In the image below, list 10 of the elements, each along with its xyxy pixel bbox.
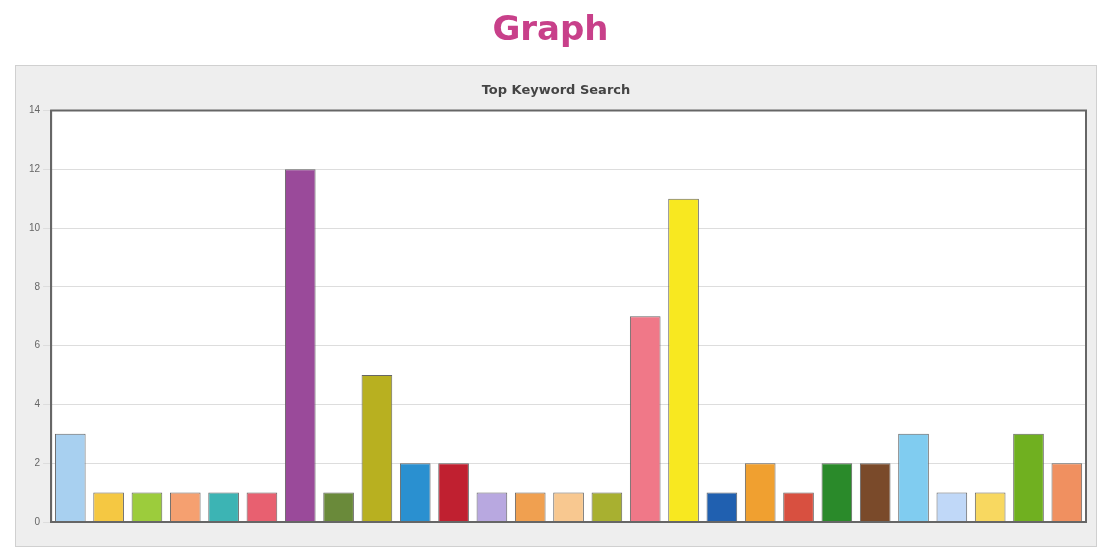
y-tick-label: 4 — [34, 398, 41, 410]
chart-title: Graph — [491, 8, 610, 48]
y-tick-label: 12 — [29, 163, 41, 175]
y-tick-label: 14 — [29, 104, 41, 116]
y-tick-label: 10 — [29, 221, 41, 233]
y-tick-label: 8 — [34, 280, 41, 292]
y-tick-label: 6 — [34, 339, 41, 351]
y-tick-label: 2 — [34, 456, 41, 468]
y-tick-label: 0 — [34, 515, 41, 527]
chart-subtitle: Top Keyword Search — [481, 82, 631, 98]
